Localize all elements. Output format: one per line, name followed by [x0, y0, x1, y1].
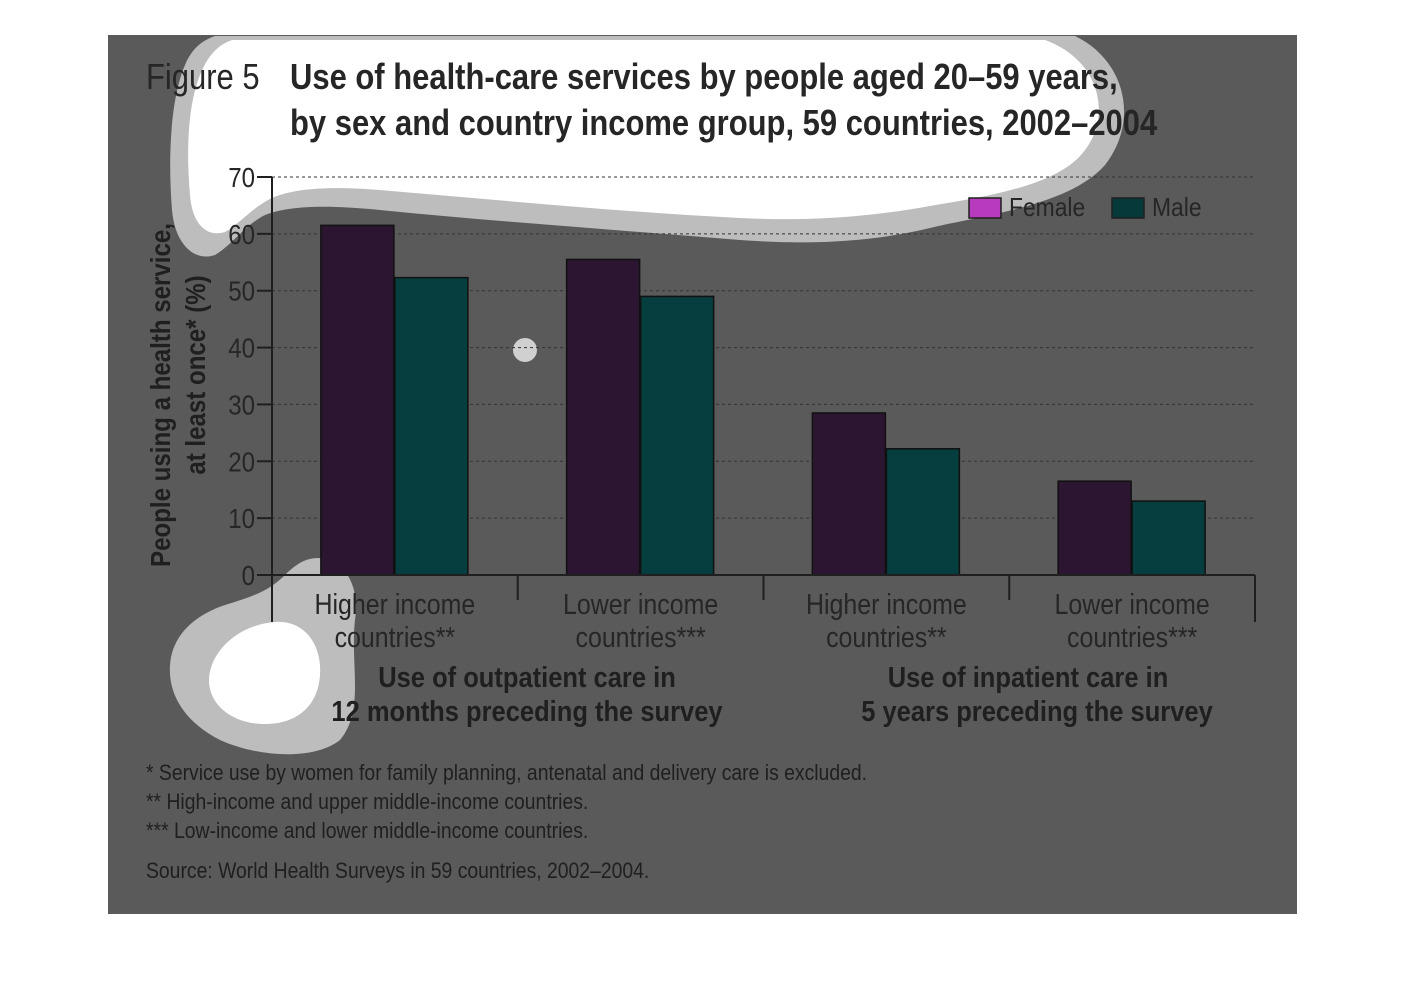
marker-dot — [513, 338, 537, 362]
title-highlight — [188, 40, 1099, 234]
y-axis-label-line-2: at least once* (%) — [179, 275, 211, 474]
bar-female-4 — [1057, 480, 1132, 576]
x-category-label-1-line1: Higher income — [315, 588, 476, 620]
y-tick-label: 30 — [228, 389, 255, 421]
group-label-outpatient-line-2: 12 months preceding the survey — [331, 694, 723, 727]
bar-male-2 — [639, 295, 715, 576]
group-label-inpatient-line-1: Use of inpatient care in — [888, 660, 1169, 693]
x-category-label-4-line2: countries*** — [1067, 621, 1198, 653]
y-tick-label: 20 — [228, 446, 255, 478]
group-label-outpatient-line-1: Use of outpatient care in — [378, 660, 676, 693]
x-category-label-2-line2: countries*** — [576, 621, 707, 653]
y-tick-label: 10 — [228, 502, 255, 534]
y-axis-label-line-1: People using a health service, — [144, 223, 176, 567]
footnote-2: ** High-income and upper middle-income c… — [146, 789, 589, 814]
y-tick-label: 70 — [228, 161, 255, 193]
axes — [257, 177, 1255, 622]
bar-male-3 — [885, 448, 961, 576]
x-category-label-3-line2: countries** — [826, 621, 947, 653]
bar-female-2 — [565, 258, 641, 576]
legend-label-male: Male — [1152, 194, 1202, 223]
bar-female-1 — [320, 224, 395, 576]
x-category-label-3-line1: Higher income — [806, 588, 967, 620]
figure-label: Figure 5 — [146, 56, 260, 97]
y-tick-label: 50 — [228, 275, 255, 307]
footnote-3: *** Low-income and lower middle-income c… — [146, 818, 589, 843]
group-labels: Use of outpatient care in 12 months prec… — [331, 660, 1213, 727]
figure-title-line-2: by sex and country income group, 59 coun… — [290, 102, 1158, 143]
figure-title-line-1: Use of health-care services by people ag… — [290, 56, 1118, 97]
footnote-1: * Service use by women for family planni… — [146, 760, 868, 785]
bottom-left-highlight — [208, 621, 321, 724]
legend-swatch-female — [968, 197, 1002, 219]
bar-male-4 — [1131, 500, 1206, 576]
bar-female-3 — [811, 412, 887, 576]
y-tick-label: 0 — [242, 559, 255, 591]
bar-male-1 — [394, 276, 469, 576]
y-tick-label: 40 — [228, 332, 255, 364]
group-label-inpatient-line-2: 5 years preceding the survey — [861, 694, 1213, 727]
x-category-label-2-line1: Lower income — [563, 588, 718, 620]
x-category-label-1-line2: countries** — [335, 621, 456, 653]
legend-label-female: Female — [1009, 194, 1085, 223]
bars — [320, 224, 1206, 576]
x-category-label-4-line1: Lower income — [1055, 588, 1210, 620]
source-note: Source: World Health Surveys in 59 count… — [146, 858, 650, 883]
legend-swatch-male — [1111, 197, 1145, 219]
legend: Female Male — [968, 194, 1202, 223]
y-tick-label: 60 — [228, 218, 255, 250]
y-axis-ticks: 0 10 20 30 40 50 60 70 — [228, 161, 272, 591]
